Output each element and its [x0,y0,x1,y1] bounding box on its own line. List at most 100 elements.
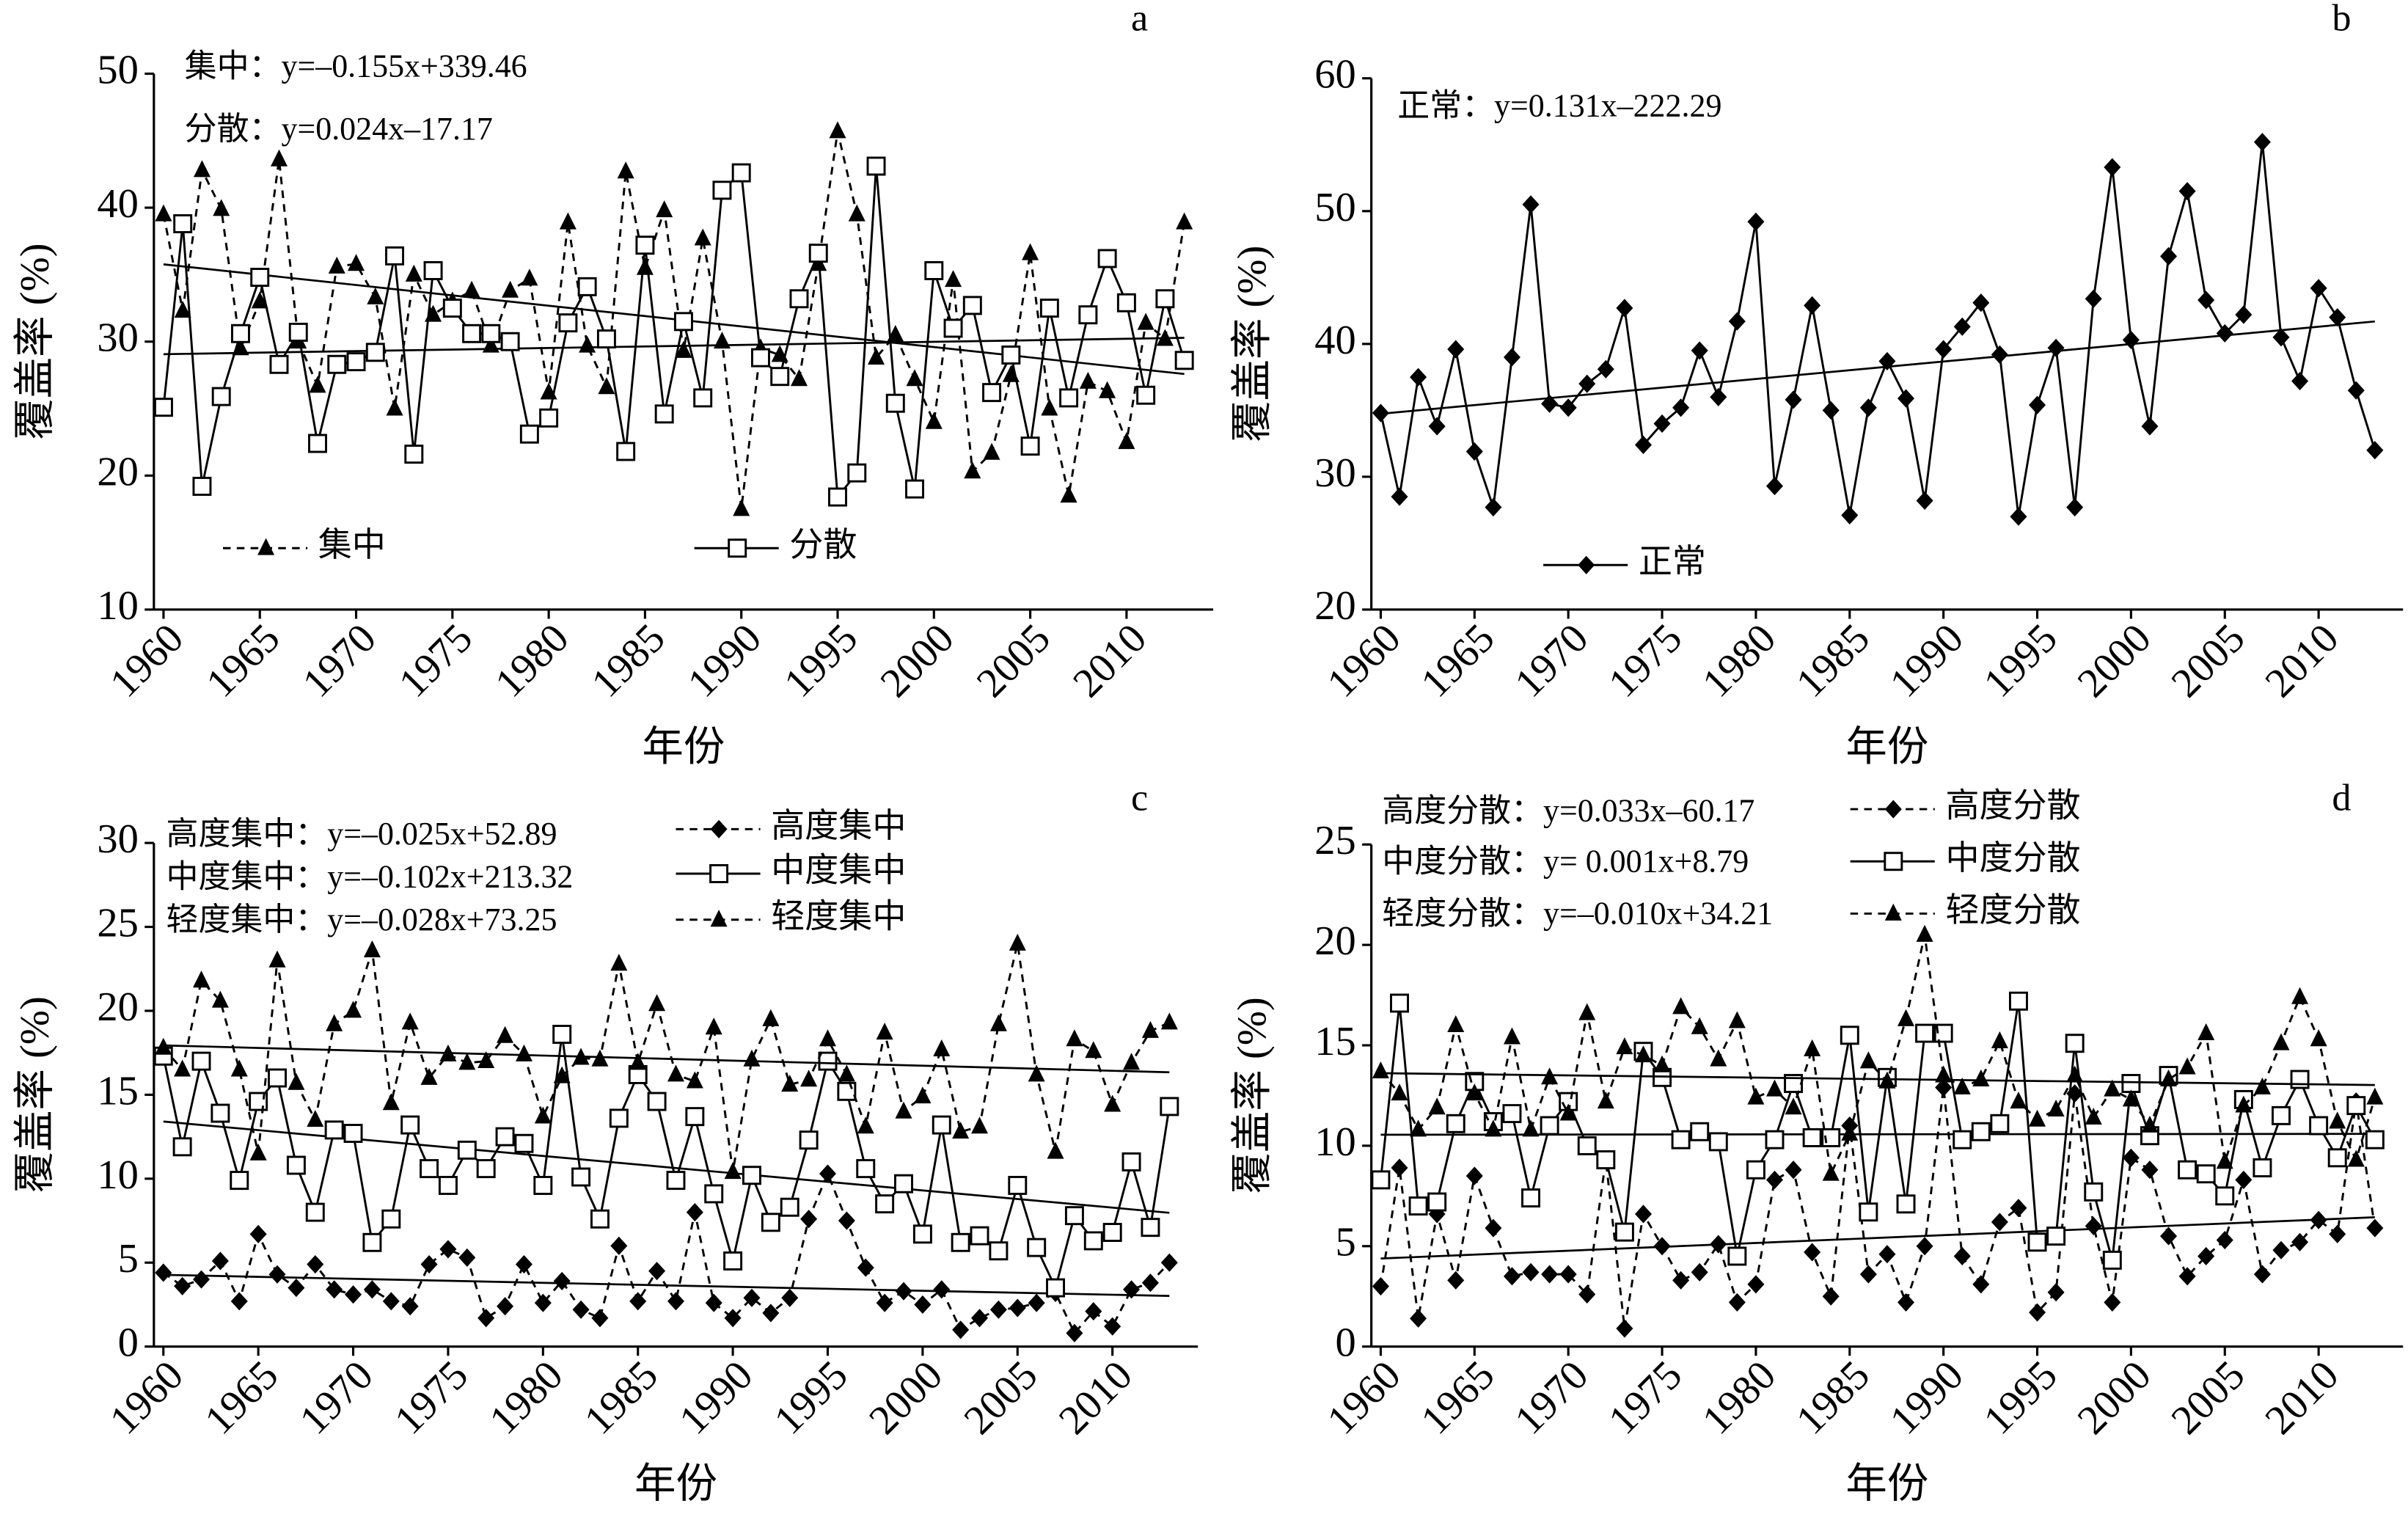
y-tick-label: 30 [97,816,139,862]
marker-square [1136,385,1156,405]
marker-square [438,1175,458,1195]
marker-diamond [1559,398,1577,417]
marker-triangle [2347,1149,2365,1167]
marker-diamond [591,1309,609,1328]
marker-diamond [2310,279,2327,298]
x-tick-label: 1960 [1319,615,1410,706]
marker-diamond [1616,299,1633,318]
x-tick-label: 1965 [197,1353,288,1444]
marker-square [666,1171,686,1191]
marker-diamond [1028,1293,1045,1312]
marker-diamond [1804,1243,1821,1262]
y-tick-label: 15 [97,1068,139,1114]
marker-triangle [925,412,943,429]
trend-equation: 中度分散：y= 0.001x+8.79 [1382,844,1749,880]
marker-diamond [1822,1287,1840,1306]
marker-diamond [1728,1293,1746,1312]
marker-triangle [401,1012,419,1030]
x-tick-label: 1995 [1975,615,2066,706]
marker-diamond [686,1203,703,1222]
marker-diamond [2029,395,2046,414]
marker-square [808,244,828,263]
marker-diamond [819,1164,837,1183]
y-tick-label: 50 [97,47,139,92]
series-line [162,1034,1171,1291]
marker-square [875,1194,895,1214]
marker-triangle [2197,1023,2215,1040]
marker-triangle [288,1072,305,1090]
marker-diamond [1522,1262,1540,1282]
marker-square [1390,993,1409,1013]
marker-triangle [971,1116,989,1134]
marker-square [514,1133,534,1153]
marker-diamond [1009,1298,1026,1317]
marker-square [970,1226,989,1246]
marker-triangle [211,990,229,1008]
marker-square [2365,1130,2385,1149]
marker-triangle [1616,1037,1633,1055]
marker-diamond [1653,1237,1671,1256]
series-line [162,166,1186,500]
marker-diamond [2122,1148,2140,1167]
marker-square [327,354,347,374]
marker-triangle [2104,1079,2121,1097]
y-tick-label: 20 [1314,583,1356,629]
marker-diamond [762,1304,780,1323]
marker-square [912,1224,932,1244]
marker-diamond [1104,1317,1121,1336]
marker-square [343,1124,363,1144]
marker-triangle [1878,1071,1896,1089]
marker-triangle [838,1064,855,1082]
marker-triangle [497,1026,514,1043]
marker-triangle [553,1066,571,1083]
marker-square [1614,1222,1634,1242]
marker-triangle [1028,1064,1045,1082]
marker-diamond [2366,1218,2384,1238]
marker-triangle [629,1053,647,1070]
marker-triangle [174,301,191,318]
marker-square [1708,1132,1728,1152]
marker-diamond [2366,441,2384,460]
marker-diamond [2085,1216,2102,1235]
marker-triangle [1522,1119,1540,1137]
marker-square [685,1107,705,1127]
marker-triangle [1728,1011,1746,1028]
x-tick-label: 1960 [101,615,192,706]
marker-diamond [876,1293,893,1312]
marker-diamond [1428,417,1446,436]
marker-square [1859,1202,1878,1222]
marker-triangle [1972,1069,1990,1086]
marker-triangle [534,1106,552,1124]
marker-square [2008,991,2028,1011]
marker-triangle [2047,1099,2065,1117]
marker-square [2121,1074,2141,1093]
marker-triangle [781,1075,799,1092]
marker-square [962,296,982,315]
marker-square [894,1174,913,1194]
marker-triangle [1634,1045,1652,1063]
y-tick-label: 10 [97,583,139,629]
marker-triangle [1428,1097,1446,1115]
marker-square [1671,1130,1691,1149]
marker-triangle [1123,1053,1141,1070]
marker-diamond [648,1262,666,1281]
marker-triangle [1118,432,1135,450]
marker-triangle [1691,1017,1708,1034]
marker-square [1765,1130,1785,1149]
marker-square [385,246,405,266]
marker-diamond [1522,195,1540,214]
x-tick-label: 1985 [576,1353,667,1444]
legend-label: 高度集中 [771,807,906,844]
marker-square [495,1127,515,1147]
x-axis-label: 年份 [642,725,725,770]
marker-diamond [989,1300,1007,1319]
y-tick-label: 20 [97,984,139,1030]
y-tick-label: 10 [97,1152,139,1198]
marker-triangle [1672,997,1690,1015]
marker-square [362,1232,382,1252]
marker-triangle [1747,1087,1765,1105]
marker-square [837,1081,857,1101]
marker-triangle [667,1064,684,1082]
marker-diamond [155,1263,172,1282]
marker-square [2046,1227,2066,1246]
